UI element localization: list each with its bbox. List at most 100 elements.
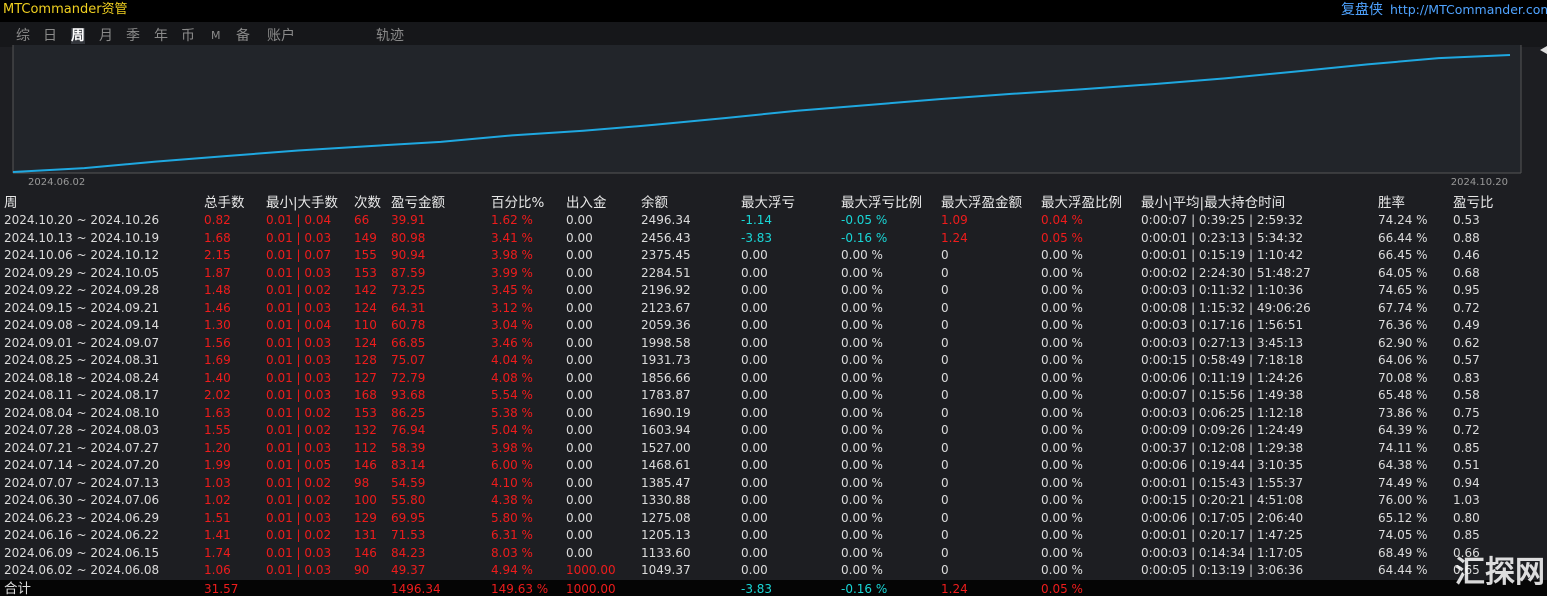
tab[interactable]: 日: [43, 28, 57, 44]
table-cell: 0.01 | 0.03: [266, 300, 332, 315]
table-cell: 0.00: [566, 493, 593, 507]
table-cell: 0.00 %: [841, 475, 883, 490]
table-cell: 0:00:03 | 0:27:13 | 3:45:13: [1141, 335, 1304, 350]
total-cell: 1000.00: [566, 582, 616, 596]
url[interactable]: http://MTCommander.com: [1390, 2, 1547, 17]
table-cell: 1.30: [204, 318, 231, 332]
table-cell: 0.00 %: [1041, 475, 1083, 490]
table-cell: 4.04 %: [491, 353, 533, 367]
table-cell: 67.74 %: [1378, 300, 1428, 315]
table-cell: 0.01 | 0.03: [266, 440, 332, 455]
table-cell: 2024.09.29 ~ 2024.10.05: [4, 265, 160, 280]
table-cell: 2024.06.02 ~ 2024.06.08: [4, 563, 160, 577]
table-cell: 1931.73: [641, 353, 691, 367]
table-cell: 2024.08.18 ~ 2024.08.24: [4, 370, 160, 385]
table-cell: 0.00 %: [1041, 423, 1083, 437]
table-cell: 0.00 %: [841, 388, 883, 402]
tab[interactable]: 年: [154, 28, 168, 44]
table-cell: 2.02: [204, 388, 231, 402]
table-cell: 0.00: [741, 353, 768, 367]
table-cell: 0.00 %: [841, 440, 883, 455]
table-cell: -3.83: [741, 230, 773, 245]
table-cell: 8.03 %: [491, 545, 533, 560]
table-cell: 0:00:03 | 0:06:25 | 1:12:18: [1141, 405, 1304, 420]
table-cell: 2024.06.30 ~ 2024.07.06: [4, 493, 160, 507]
table-cell: 0.68: [1453, 265, 1480, 280]
total-cell: 合计: [4, 581, 31, 596]
tab[interactable]: 币: [181, 28, 195, 44]
table-cell: 0.58: [1453, 388, 1480, 402]
table-cell: 0.01 | 0.02: [266, 475, 332, 490]
table-cell: 0.01 | 0.04: [266, 213, 332, 227]
table-cell: 0.00: [566, 370, 593, 385]
tab[interactable]: 综: [16, 28, 30, 44]
column-header: 最大浮盈金额: [941, 195, 1022, 211]
table-cell: 0.00 %: [1041, 370, 1083, 385]
table-cell: 2024.08.04 ~ 2024.08.10: [4, 405, 160, 420]
table-cell: 0: [941, 248, 949, 262]
table-cell: 74.49 %: [1378, 475, 1428, 490]
table-cell: 76.00 %: [1378, 493, 1428, 507]
table-cell: 1527.00: [641, 440, 691, 455]
table-cell: 70.08 %: [1378, 370, 1428, 385]
table-cell: 55.80: [391, 493, 426, 507]
column-header: 盈亏比: [1453, 195, 1494, 211]
table-cell: 0:00:01 | 0:15:43 | 1:55:37: [1141, 475, 1304, 490]
tab[interactable]: 季: [126, 28, 140, 44]
table-cell: 0: [941, 318, 949, 332]
tab[interactable]: M: [211, 29, 221, 42]
total-cell: 31.57: [204, 582, 239, 596]
column-header: 次数: [354, 195, 381, 211]
table-cell: 112: [354, 440, 377, 455]
table-cell: 0.49: [1453, 318, 1480, 332]
table-cell: 2.15: [204, 248, 231, 262]
table-cell: 100: [354, 493, 377, 507]
table-cell: 2024.06.16 ~ 2024.06.22: [4, 528, 160, 542]
tab[interactable]: 轨迹: [376, 28, 404, 44]
table-cell: 73.25: [391, 283, 426, 297]
table-cell: 1385.47: [641, 475, 691, 490]
table-cell: 0.00: [741, 563, 768, 577]
table-cell: 0: [941, 423, 949, 437]
table-cell: 0.00 %: [841, 318, 883, 332]
tab[interactable]: 周: [71, 28, 85, 44]
table-cell: 4.08 %: [491, 370, 533, 385]
tab[interactable]: 备: [236, 28, 250, 44]
table-cell: 2024.06.09 ~ 2024.06.15: [4, 545, 160, 560]
tab[interactable]: 账户: [267, 28, 295, 44]
table-cell: 149: [354, 230, 377, 245]
table-cell: 0.00 %: [841, 353, 883, 367]
table-cell: 0:00:08 | 1:15:32 | 49:06:26: [1141, 300, 1311, 315]
table-cell: 3.45 %: [491, 283, 533, 297]
table-cell: 142: [354, 283, 377, 297]
table-cell: 0.53: [1453, 213, 1480, 227]
table-cell: 0: [941, 528, 949, 542]
total-cell: 1.24: [941, 582, 968, 596]
table-cell: 0.00 %: [841, 370, 883, 385]
column-header: 最小|平均|最大持仓时间: [1141, 195, 1286, 211]
table-cell: 2456.43: [641, 230, 691, 245]
table-cell: 2024.10.06 ~ 2024.10.12: [4, 248, 160, 262]
table-cell: 0.01 | 0.03: [266, 353, 332, 367]
table-cell: 0.00: [741, 335, 768, 350]
table-cell: 71.53: [391, 528, 426, 542]
table-cell: 5.54 %: [491, 388, 533, 402]
total-bar: [0, 580, 1547, 596]
table-cell: 64.31: [391, 300, 426, 315]
table-cell: 6.31 %: [491, 528, 533, 542]
table-cell: 155: [354, 248, 377, 262]
table-cell: 146: [354, 458, 377, 472]
table-cell: 1049.37: [641, 563, 691, 577]
brand[interactable]: 复盘侠: [1341, 2, 1383, 18]
table-cell: 0.00: [566, 458, 593, 472]
chart-handle: [1540, 46, 1547, 54]
table-cell: 0.01 | 0.04: [266, 318, 332, 332]
tab[interactable]: 月: [99, 28, 113, 44]
table-cell: 1205.13: [641, 528, 691, 542]
table-cell: 0.00: [741, 493, 768, 507]
table-cell: 2024.07.07 ~ 2024.07.13: [4, 475, 160, 490]
table-cell: 87.59: [391, 265, 426, 280]
x-label: 2024.10.20: [1451, 177, 1508, 188]
plot-area: [13, 45, 1521, 173]
